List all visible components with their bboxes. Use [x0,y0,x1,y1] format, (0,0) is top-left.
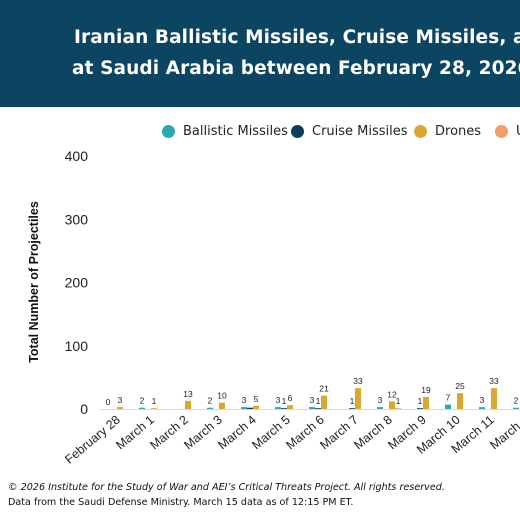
bar [151,408,157,409]
data-label: 0 [106,397,111,407]
data-label: 7 [446,393,451,403]
data-label: 25 [455,381,465,391]
chart-legend: Ballistic Missiles Cruise Missiles Drone… [0,124,520,144]
bar [253,405,259,409]
data-label: 21 [319,384,329,394]
data-label: 1 [282,396,287,406]
data-label: 1 [152,396,157,406]
title-banner: Iranian Ballistic Missiles, Cruise Missi… [0,0,520,107]
bar [117,407,123,409]
bar [309,407,315,409]
data-label: 2 [208,396,213,406]
data-label: 13 [183,389,193,399]
bar [287,405,293,409]
data-label: 5 [254,394,259,404]
bar [491,388,497,409]
copyright-note: © 2026 Institute for the Study of War an… [8,482,445,493]
y-tick-label: 100 [65,338,89,354]
bar [389,401,395,409]
y-tick-label: 0 [80,401,88,417]
x-tick-label: February 28 [62,413,123,467]
bar [395,408,401,409]
chart-title-line-1: Iranian Ballistic Missiles, Cruise Missi… [74,27,520,48]
bar [457,393,463,409]
legend-label-unknown: U [516,124,520,139]
data-label: 3 [378,395,383,405]
y-tick-label: 200 [65,275,89,291]
data-label: 3 [118,395,123,405]
bar [321,395,327,409]
source-note: Data from the Saudi Defense Ministry. Ma… [8,497,354,508]
bar [315,408,321,409]
legend-swatch-unknown [495,125,508,138]
data-label: 3 [242,395,247,405]
legend-swatch-drones [414,125,427,138]
bar [417,408,423,409]
bar [349,408,355,409]
bar [445,404,451,409]
bar [241,407,247,409]
legend-item-drones: Drones [414,124,481,139]
data-label: 2 [514,396,519,406]
data-label: 3 [310,395,315,405]
y-tick-label: 400 [65,148,89,164]
bar [219,402,225,409]
legend-swatch-ballistic [162,125,175,138]
bar [423,396,429,409]
data-label: 33 [489,376,499,386]
data-label: 12 [387,389,397,399]
bar [207,407,213,409]
data-label: 2 [140,396,145,406]
bar [513,407,519,409]
bar [479,407,485,409]
bar [247,407,253,409]
legend-swatch-cruise [291,125,304,138]
y-axis-label: Total Number of Projectiles [27,201,41,363]
legend-label-drones: Drones [435,124,482,139]
bar [377,407,383,409]
data-label: 10 [217,391,227,401]
data-label: 6 [288,393,293,403]
bar [281,408,287,409]
data-label: 1 [396,396,401,406]
data-label: 19 [421,385,431,395]
bar [139,407,145,409]
legend-label-cruise: Cruise Missiles [312,124,408,139]
y-axis: 0 100 200 300 400 [65,148,89,417]
chart-title-line-2: at Saudi Arabia between February 28, 202… [72,58,520,79]
data-label: 1 [418,396,423,406]
legend-item-cruise: Cruise Missiles [291,124,408,139]
data-label: 3 [276,395,281,405]
data-label: 1 [316,396,321,406]
y-tick-label: 300 [65,211,89,227]
bar [275,407,281,409]
legend-item-ballistic: Ballistic Missiles [162,124,288,139]
data-label: 1 [350,396,355,406]
bar [355,388,361,409]
legend-item-unknown: U [495,124,520,139]
data-label: 3 [480,395,485,405]
data-label: 33 [353,376,363,386]
bar [185,400,191,409]
legend-label-ballistic: Ballistic Missiles [183,124,288,139]
